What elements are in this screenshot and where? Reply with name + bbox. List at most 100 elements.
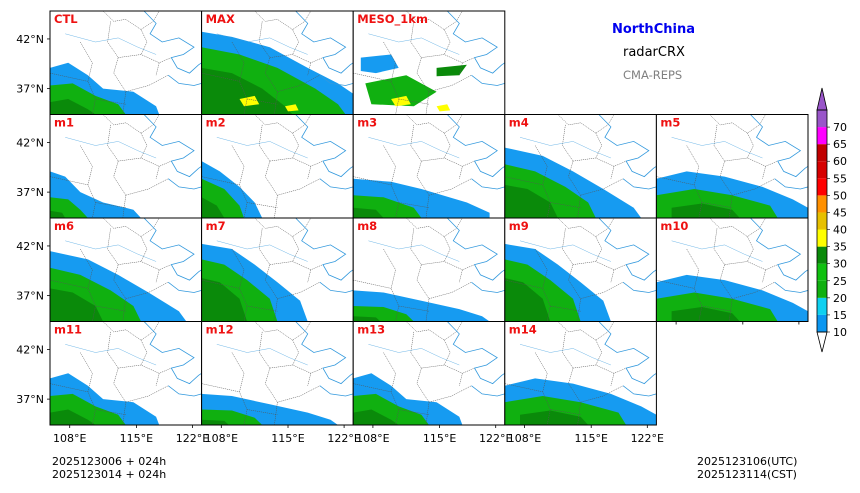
panel-label: m5 (660, 116, 680, 130)
coastline (143, 114, 202, 178)
province-border (762, 269, 766, 283)
river-line (368, 137, 460, 159)
province-border (534, 352, 551, 425)
province-border (504, 279, 543, 289)
y-tick-label: 42°N (16, 343, 44, 356)
province-border (102, 11, 160, 30)
province-border (656, 279, 695, 289)
echo-area (353, 207, 384, 218)
province-border (406, 321, 463, 341)
province-border (383, 248, 399, 322)
coastline (622, 178, 657, 190)
river-line (368, 240, 460, 262)
panel-map (201, 114, 354, 218)
x-tick-label: 122°E (176, 432, 209, 445)
colorbar-swatch (817, 212, 827, 230)
coastline (446, 11, 505, 74)
coastline (774, 281, 809, 293)
province-border (443, 236, 451, 262)
panel-label: m12 (206, 323, 234, 337)
coastline (143, 11, 202, 74)
river-line (519, 137, 611, 159)
echo-area (50, 409, 96, 425)
province-border (762, 166, 766, 179)
province-border (353, 383, 392, 393)
river-line (368, 33, 460, 55)
coastline (319, 385, 354, 397)
panel-label: m2 (206, 116, 226, 130)
coastline (143, 321, 202, 385)
province-border (292, 132, 299, 159)
river-line (65, 240, 157, 262)
panel-m4: m4 (504, 114, 657, 219)
province-border (125, 178, 169, 196)
panel-label: MAX (206, 12, 235, 26)
colorbar-label: 10 (833, 326, 847, 339)
province-border (443, 29, 451, 55)
panel-m1: m1 (47, 114, 203, 219)
province-border (231, 145, 248, 218)
coastline (446, 218, 505, 281)
echo-area (520, 410, 589, 425)
province-border (504, 176, 543, 186)
province-border (398, 98, 430, 105)
panel-m7: m7 (201, 217, 354, 322)
coastline (143, 218, 202, 281)
coastline (598, 114, 657, 178)
province-border (550, 305, 581, 312)
colorbar-label: 15 (833, 309, 847, 322)
panel-grid: CTL MAX MESO_1km m1 m2 m3 m4 m5 m6 m7 m8 m9 m10 m11 m1… (47, 10, 809, 428)
province-border (80, 41, 96, 115)
river-line (65, 137, 157, 159)
province-border (595, 132, 603, 159)
panel-map (50, 218, 202, 322)
province-border (398, 202, 430, 208)
coastline (446, 321, 505, 385)
coastline (295, 11, 354, 74)
province-border (550, 202, 581, 208)
init-time-line-2: 2025123014 + 024h (52, 468, 167, 481)
echo-area (50, 288, 104, 322)
echo-area (50, 210, 66, 218)
echo-area (504, 184, 558, 218)
colorbar-swatch (817, 144, 827, 162)
panel-m9: m9 (504, 217, 657, 322)
coastline (319, 74, 354, 86)
coastline (319, 281, 354, 293)
coastline (295, 114, 354, 178)
province-border (95, 98, 126, 105)
colorbar-extend-top (816, 87, 828, 111)
province-border (155, 62, 160, 76)
colorbar-swatch (817, 110, 827, 128)
province-border (307, 373, 312, 386)
echo-area (436, 64, 467, 77)
colorbar-swatch (817, 297, 827, 315)
province-border (398, 409, 430, 415)
province-border (102, 114, 160, 134)
coastline (471, 74, 505, 86)
river-line (216, 33, 308, 55)
y-tick-label: 42°N (16, 240, 44, 253)
province-border (428, 385, 472, 403)
y-tick-label: 37°N (16, 83, 44, 96)
province-border (580, 178, 624, 196)
echo-area (201, 419, 229, 425)
province-border (686, 145, 703, 218)
province-border (383, 352, 399, 425)
colorbar-label: 60 (833, 155, 847, 168)
panel-map (656, 114, 809, 218)
province-border (724, 157, 778, 167)
panel-label: CTL (54, 12, 78, 26)
echo-area (671, 203, 740, 218)
panel-ctl: CTL (47, 10, 203, 115)
colorbar-frame (816, 109, 828, 333)
panel-map (504, 321, 657, 425)
province-border (709, 114, 766, 134)
province-border (428, 281, 472, 299)
province-border (292, 29, 299, 55)
province-border (686, 248, 703, 322)
river-line (65, 33, 157, 55)
panel-label: m11 (54, 323, 82, 337)
province-border (572, 157, 627, 167)
province-border (140, 339, 148, 366)
